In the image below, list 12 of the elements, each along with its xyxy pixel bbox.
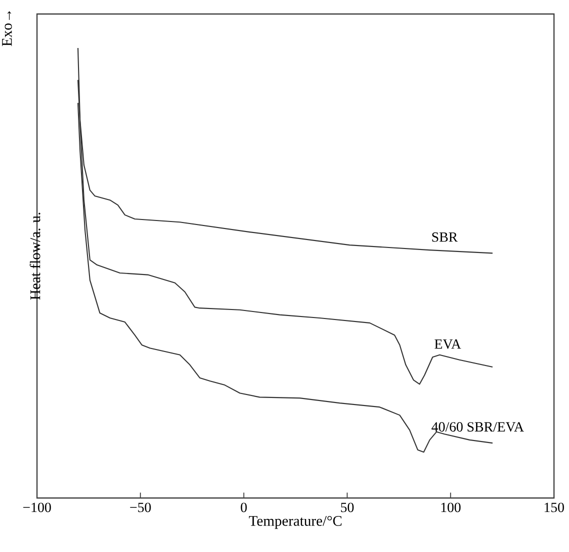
y-axis-title: Heat flow/a. u. [30, 212, 40, 300]
series-label: EVA [434, 339, 462, 349]
x-tick-label: 0 [240, 502, 247, 512]
x-tick-label: 150 [544, 502, 564, 512]
x-axis-title: Temperature/°C [248, 516, 342, 529]
x-tick-label: −50 [130, 502, 151, 512]
text: Exo→ [2, 11, 12, 46]
x-tick-label: −100 [23, 502, 51, 512]
x-tick-label: 50 [341, 502, 354, 512]
series-label: SBR [432, 232, 458, 242]
x-tick-label: 100 [441, 502, 461, 512]
series-label: 40/60 SBR/EVA [432, 422, 524, 432]
